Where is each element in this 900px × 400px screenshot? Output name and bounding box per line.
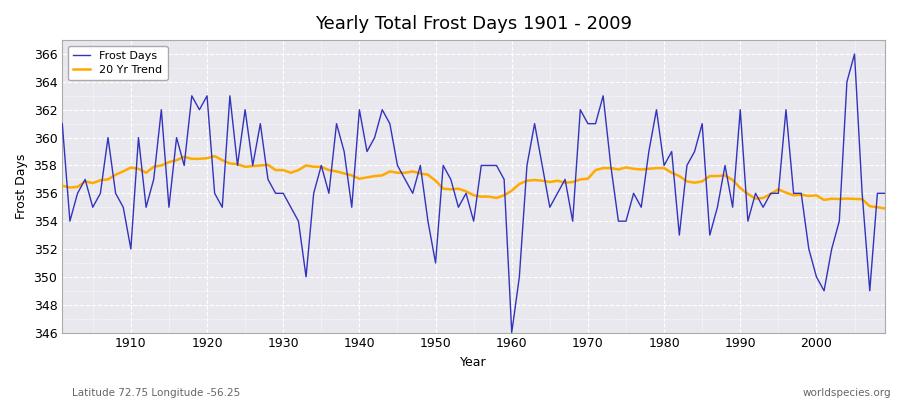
Frost Days <box>331 121 342 126</box>
20 Yr Trend <box>879 206 890 211</box>
20 Yr Trend <box>118 169 129 174</box>
Y-axis label: Frost Days: Frost Days <box>15 154 28 219</box>
Text: Latitude 72.75 Longitude -56.25: Latitude 72.75 Longitude -56.25 <box>72 388 240 398</box>
Line: Frost Days: Frost Days <box>62 54 885 332</box>
Frost Days <box>285 205 296 210</box>
Frost Days <box>849 52 859 56</box>
20 Yr Trend <box>338 171 349 176</box>
Frost Days <box>507 330 517 335</box>
Frost Days <box>606 163 616 168</box>
Frost Days <box>118 205 129 210</box>
Line: 20 Yr Trend: 20 Yr Trend <box>62 156 885 208</box>
Title: Yearly Total Frost Days 1901 - 2009: Yearly Total Frost Days 1901 - 2009 <box>315 15 632 33</box>
Frost Days <box>514 274 525 279</box>
20 Yr Trend <box>57 183 68 188</box>
20 Yr Trend <box>514 182 525 186</box>
Text: worldspecies.org: worldspecies.org <box>803 388 891 398</box>
Frost Days <box>879 191 890 196</box>
Frost Days <box>499 177 509 182</box>
Legend: Frost Days, 20 Yr Trend: Frost Days, 20 Yr Trend <box>68 46 167 80</box>
20 Yr Trend <box>507 188 517 193</box>
20 Yr Trend <box>209 154 220 158</box>
X-axis label: Year: Year <box>460 356 487 369</box>
20 Yr Trend <box>293 168 304 172</box>
20 Yr Trend <box>606 166 616 170</box>
Frost Days <box>57 121 68 126</box>
